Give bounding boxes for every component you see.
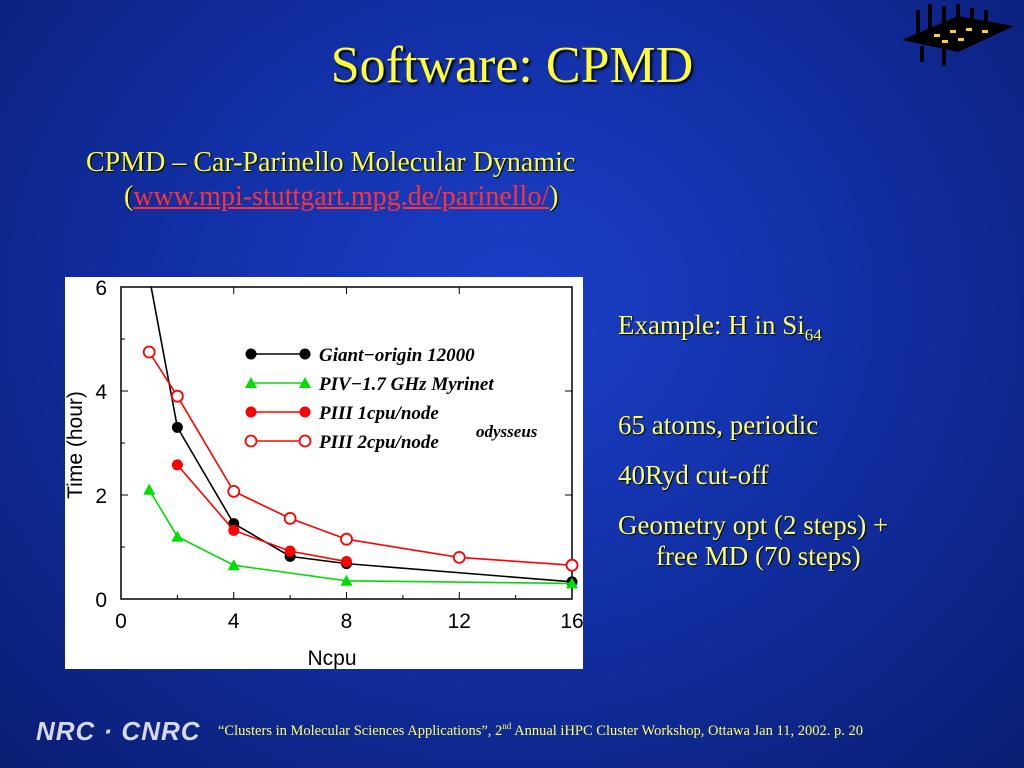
bullet-atoms: 65 atoms, periodic — [618, 410, 819, 440]
series-3-point — [142, 345, 156, 359]
legend-marker — [299, 348, 311, 360]
geometry-line2: free MD (70 steps) — [656, 541, 861, 571]
series-1-line — [148, 489, 572, 585]
subtitle-line2: (www.mpi-stuttgart.mpg.de/parinello/) — [86, 180, 575, 214]
example-subscript: 64 — [804, 325, 822, 345]
series-1-point — [171, 530, 184, 542]
series-3-point — [227, 484, 241, 498]
bullet-cutoff: 40Ryd cut-off — [618, 460, 769, 490]
x-tick-label: 12 — [448, 610, 471, 633]
y-tick-label: 0 — [95, 589, 107, 612]
series-3-point — [170, 389, 184, 403]
series-1-point — [340, 574, 353, 586]
bullet-example: Example: H in Si64 — [618, 310, 822, 345]
odysseus-annotation: odysseus — [476, 422, 538, 441]
slide-subtitle: CPMD – Car-Parinello Molecular Dynamic (… — [86, 146, 575, 214]
subtitle-line1: CPMD – Car-Parinello Molecular Dynamic — [86, 147, 576, 178]
legend-label: PIII 1cpu/node — [318, 403, 439, 424]
nrc-cnrc-logo: NRC · CNRC — [36, 716, 201, 746]
legend-label: PIII 2cpu/node — [318, 432, 439, 453]
legend-marker — [245, 406, 257, 418]
legend-marker — [245, 377, 257, 388]
legend-marker — [245, 348, 257, 360]
series-1-point — [227, 559, 240, 571]
legend-label: Giant−origin 12000 — [319, 345, 475, 366]
x-axis-label: Ncpu — [307, 647, 356, 669]
x-tick-label: 0 — [115, 610, 127, 633]
y-tick-label: 2 — [95, 485, 107, 508]
legend-marker — [244, 434, 258, 448]
series-2-point — [171, 459, 183, 471]
y-tick-label: 6 — [95, 277, 107, 300]
legend-marker — [299, 377, 311, 388]
series-1-point — [566, 577, 578, 589]
y-tick-label: 4 — [95, 381, 107, 404]
series-3-point — [452, 550, 466, 564]
x-tick-label: 8 — [341, 610, 353, 633]
timing-chart: 0 4 8 12 16 0 2 4 6 Giant−origin 12000 PIV−1.7 GH… — [65, 277, 583, 669]
series-2-line — [176, 464, 347, 563]
series-2-point — [284, 545, 296, 557]
legend-marker — [298, 434, 312, 448]
footer-superscript: nd — [502, 721, 512, 731]
paren-open: ( — [124, 181, 134, 212]
series-2-point — [228, 524, 240, 536]
geometry-line1: Geometry opt (2 steps) + — [618, 510, 889, 540]
x-tick-label: 4 — [228, 610, 240, 633]
legend-label: PIV−1.7 GHz Myrinet — [318, 374, 494, 395]
slide-title: Software: CPMD — [330, 37, 694, 94]
series-3-point — [283, 511, 297, 525]
series-3-point — [340, 532, 353, 546]
series-0-point — [171, 421, 183, 433]
y-axis-label: Time (hour) — [65, 391, 87, 499]
parinello-link[interactable]: www.mpi-stuttgart.mpg.de/parinello/ — [133, 181, 550, 212]
chart-svg: 0 4 8 12 16 0 2 4 6 Giant−origin 12000 PIV−1.7 GH… — [65, 277, 583, 669]
example-text: Example: H in Si — [618, 310, 805, 340]
cluster-logo-icon — [898, 2, 1018, 73]
footer-text-main: “Clusters in Molecular Sciences Applicat… — [218, 722, 503, 739]
bullet-geometry: Geometry opt (2 steps) + free MD (70 ste… — [618, 510, 888, 572]
paren-close: ) — [549, 181, 559, 212]
series-2-point — [341, 556, 352, 568]
footer-text-rest: Annual iHPC Cluster Workshop, Ottawa Jan… — [511, 722, 863, 739]
legend-marker — [299, 406, 311, 418]
x-tick-label: 16 — [560, 610, 583, 633]
series-1-point — [143, 483, 156, 495]
series-3-point — [565, 558, 579, 572]
footer-citation: “Clusters in Molecular Sciences Applicat… — [218, 721, 863, 740]
